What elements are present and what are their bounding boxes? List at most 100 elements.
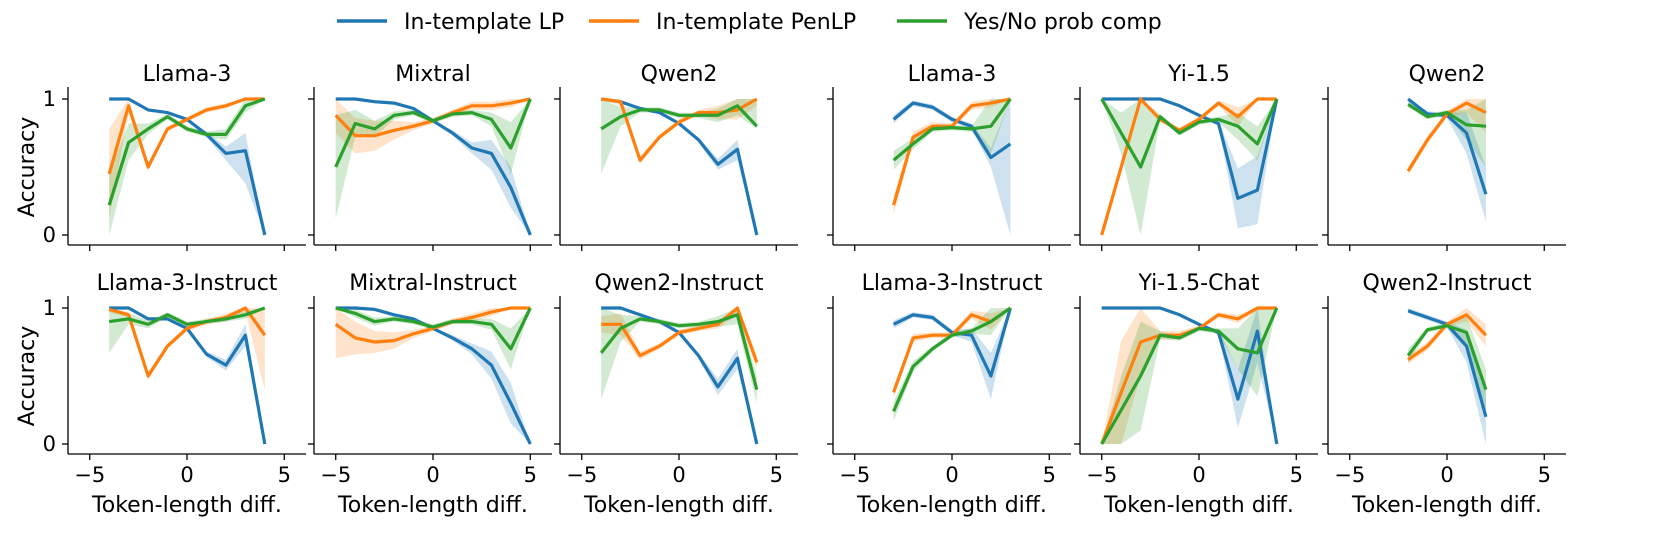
panel-0-1: Mixtral xyxy=(308,62,552,251)
x-tick-label: 5 xyxy=(770,463,783,487)
panel-1-0: Llama-3-Instruct 0 1 −5 0 5 Token-length diff.… xyxy=(15,271,306,518)
series-band-penlp xyxy=(1101,308,1277,444)
series-line-yesno xyxy=(600,104,758,131)
series-band-lp xyxy=(1101,99,1277,229)
series-band-yesno xyxy=(1101,99,1277,235)
series-line-yesno xyxy=(334,98,532,168)
x-tick-label: 0 xyxy=(180,463,193,487)
x-tick-label: 5 xyxy=(1538,463,1551,487)
series-band-yesno xyxy=(893,99,1011,170)
x-tick-label: −5 xyxy=(1086,463,1117,487)
x-tick-label: −5 xyxy=(74,463,105,487)
series-band-yesno xyxy=(1408,316,1486,410)
series-band-lp xyxy=(335,99,531,235)
panel-1-5: Qwen2-Instruct −5 0 5 Token-length diff. xyxy=(1322,271,1566,518)
y-axis-label: Accuracy xyxy=(15,326,40,426)
series-line-yesno xyxy=(1407,103,1487,128)
x-tick-label: −5 xyxy=(320,463,351,487)
series-line-yesno xyxy=(1100,98,1279,169)
legend-entry-lp: In-template LP xyxy=(337,10,564,35)
panel-title: Llama-3-Instruct xyxy=(862,271,1043,296)
legend-label-yesno: Yes/No prob comp xyxy=(963,10,1162,35)
panel-0-3: Llama-3 xyxy=(827,62,1071,251)
x-tick-label: 0 xyxy=(672,463,685,487)
series-band-yesno xyxy=(335,99,531,219)
legend-entry-penlp: In-template PenLP xyxy=(589,10,856,35)
panel-title: Mixtral-Instruct xyxy=(349,271,517,296)
x-tick-label: −5 xyxy=(1334,463,1365,487)
series-band-lp xyxy=(1101,308,1277,444)
series-line-yesno xyxy=(599,313,759,391)
y-axis-label: Accuracy xyxy=(15,117,40,217)
series-band-penlp xyxy=(109,99,265,219)
legend: In-template LP In-template PenLP Yes/No pr… xyxy=(337,10,1162,35)
series-line-lp xyxy=(1101,97,1279,200)
panel-title: Qwen2-Instruct xyxy=(595,271,764,296)
series-band-penlp xyxy=(335,308,531,359)
series-band-lp xyxy=(1408,308,1486,444)
x-tick-label: −5 xyxy=(566,463,597,487)
series-line-yesno xyxy=(1100,307,1279,445)
y-tick-label: 1 xyxy=(43,296,56,320)
series-band-penlp xyxy=(335,99,531,154)
x-tick-label: 0 xyxy=(1192,463,1205,487)
series-band-yesno xyxy=(1101,308,1277,444)
y-tick-label: 0 xyxy=(43,223,56,247)
panel-0-2: Qwen2 xyxy=(554,62,798,251)
y-tick-label: 1 xyxy=(43,87,56,111)
series-line-penlp xyxy=(1100,97,1277,236)
panel-0-5: Qwen2 xyxy=(1322,62,1566,251)
series-line-yesno xyxy=(108,306,266,326)
x-axis-label: Token-length diff. xyxy=(1103,493,1294,518)
legend-label-lp: In-template LP xyxy=(404,10,564,35)
series-line-yesno xyxy=(335,306,532,351)
panel-title: Yi-1.5 xyxy=(1167,62,1230,87)
panel-title: Llama-3 xyxy=(143,62,232,87)
x-tick-label: 5 xyxy=(1290,463,1303,487)
series-band-yesno xyxy=(601,99,757,174)
series-band-penlp xyxy=(1408,308,1486,364)
panel-0-4: Yi-1.5 xyxy=(1074,62,1318,251)
x-axis-label: Token-length diff. xyxy=(91,493,282,518)
x-axis-label: Token-length diff. xyxy=(583,493,774,518)
series-line-yesno xyxy=(107,97,266,206)
panel-1-2: Qwen2-Instruct −5 0 5 Token-length diff. xyxy=(554,271,798,518)
series-band-lp xyxy=(1408,99,1486,222)
panel-title: Yi-1.5-Chat xyxy=(1137,271,1259,296)
series-line-penlp xyxy=(107,97,265,175)
panel-1-3: Llama-3-Instruct −5 0 5 Token-length diff. xyxy=(827,271,1071,518)
panel-title: Mixtral xyxy=(395,62,470,87)
panel-title: Qwen2 xyxy=(641,62,718,87)
series-line-penlp xyxy=(601,306,759,363)
x-tick-label: 5 xyxy=(278,463,291,487)
series-line-penlp xyxy=(600,97,758,162)
y-tick-label: 0 xyxy=(43,432,56,456)
x-axis-label: Token-length diff. xyxy=(337,493,528,518)
series-band-lp xyxy=(335,308,531,444)
x-tick-label: 0 xyxy=(945,463,958,487)
series-band-lp xyxy=(109,99,265,235)
series-line-lp xyxy=(892,101,1012,160)
series-line-yesno xyxy=(892,98,1012,162)
series-line-yesno xyxy=(892,306,1012,413)
series-line-penlp xyxy=(108,306,267,378)
panel-title: Llama-3 xyxy=(908,62,997,87)
legend-label-penlp: In-template PenLP xyxy=(656,10,856,35)
panel-title: Llama-3-Instruct xyxy=(97,271,278,296)
panel-1-4: Yi-1.5-Chat −5 0 5 Token-length diff. xyxy=(1074,271,1318,518)
series-line-lp xyxy=(892,307,1012,378)
series-band-penlp xyxy=(893,99,1011,215)
x-tick-label: 0 xyxy=(1440,463,1453,487)
series-line-yesno xyxy=(1406,324,1488,391)
x-tick-label: 5 xyxy=(524,463,537,487)
series-band-lp xyxy=(893,99,1011,235)
x-axis-label: Token-length diff. xyxy=(1351,493,1542,518)
series-line-lp xyxy=(1101,306,1279,445)
x-tick-label: −5 xyxy=(839,463,870,487)
panel-title: Qwen2-Instruct xyxy=(1363,271,1532,296)
x-tick-label: 5 xyxy=(1043,463,1056,487)
x-tick-label: 0 xyxy=(426,463,439,487)
